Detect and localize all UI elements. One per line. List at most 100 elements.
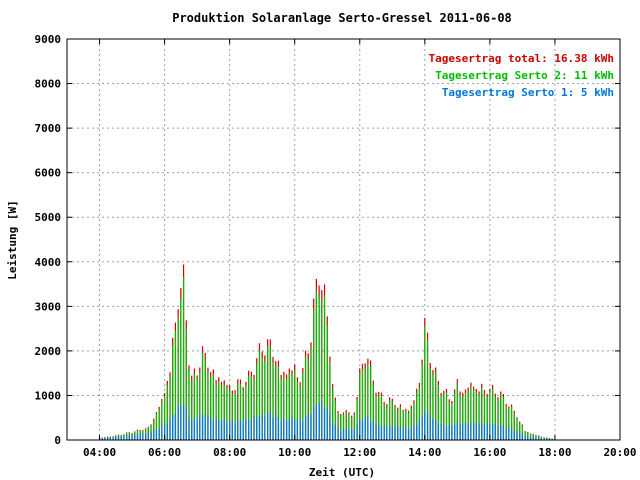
bar-serto2 [199, 372, 201, 440]
bar-serto1 [451, 425, 453, 440]
bar-serto2 [502, 397, 505, 440]
bar-serto2 [242, 390, 244, 440]
bar-serto1 [388, 425, 391, 440]
bar-serto2 [470, 386, 472, 440]
bar-serto2 [459, 394, 461, 440]
bar-serto2 [226, 388, 228, 440]
bar-serto2 [359, 373, 361, 440]
x-tick-label: 08:00 [213, 446, 246, 459]
bar-serto1 [283, 418, 285, 440]
bar-serto2 [383, 404, 385, 440]
y-tick-label: 9000 [35, 33, 62, 46]
y-tick-label: 0 [54, 434, 61, 447]
bar-serto2 [505, 406, 507, 440]
bar-serto2 [456, 383, 458, 440]
bar-serto1 [369, 421, 372, 440]
bar-serto2 [239, 383, 242, 440]
bar-serto1 [304, 416, 307, 440]
bar-serto1 [210, 417, 212, 440]
bar-serto2 [182, 276, 185, 440]
bar-serto1 [380, 424, 383, 440]
bar-serto1 [500, 425, 502, 440]
bar-serto1 [508, 427, 510, 440]
bar-serto1 [126, 434, 128, 440]
x-tick-label: 06:00 [148, 446, 181, 459]
bar-serto2 [413, 403, 415, 440]
bar-serto2 [169, 377, 171, 440]
bar-serto1 [313, 406, 315, 440]
bar-serto1 [337, 427, 339, 440]
bar-serto2 [193, 373, 196, 440]
bar-serto1 [454, 424, 456, 440]
bar-serto1 [201, 414, 204, 440]
bar-serto1 [421, 415, 423, 440]
bar-serto1 [193, 417, 196, 440]
bar-serto2 [248, 375, 250, 440]
bar-serto2 [424, 326, 426, 440]
bar-serto2 [386, 406, 388, 440]
bar-serto1 [462, 424, 464, 440]
bar-serto1 [323, 407, 326, 440]
bar-serto1 [524, 435, 526, 440]
bar-serto2 [177, 318, 179, 440]
bar-serto1 [334, 425, 336, 440]
bar-serto1 [315, 404, 318, 440]
bar-serto1 [448, 424, 450, 440]
bar-serto2 [375, 395, 377, 440]
bar-serto1 [107, 437, 109, 440]
bar-serto1 [291, 417, 293, 440]
bar-serto1 [120, 436, 122, 440]
bar-serto1 [161, 425, 163, 440]
bar-serto1 [123, 435, 125, 440]
bar-serto1 [535, 437, 537, 440]
bar-serto2 [462, 396, 464, 440]
bar-serto1 [239, 420, 242, 440]
bar-serto1 [266, 412, 269, 440]
bar-serto1 [220, 420, 223, 440]
y-tick-label: 6000 [35, 167, 62, 180]
bar-serto1 [529, 436, 532, 440]
bar-serto1 [177, 405, 179, 440]
bar-serto1 [101, 437, 103, 440]
bar-serto2 [500, 394, 502, 440]
legend-entry-serto2: Tagesertrag Serto 2: 11 kWh [435, 69, 614, 82]
bar-serto1 [429, 417, 431, 440]
bar-serto1 [115, 436, 117, 440]
bar-serto1 [383, 425, 385, 440]
bar-serto2 [451, 403, 453, 440]
bar-serto2 [313, 308, 315, 440]
bar-serto2 [407, 412, 410, 440]
bar-serto1 [134, 434, 136, 440]
bar-serto1 [532, 436, 534, 440]
bar-serto1 [543, 438, 545, 440]
bar-serto2 [180, 298, 182, 440]
bar-serto2 [508, 408, 510, 440]
x-tick-label: 20:00 [603, 446, 636, 459]
bar-serto1 [551, 438, 553, 440]
bar-serto1 [163, 423, 166, 440]
bar-serto2 [405, 410, 407, 440]
bar-serto1 [234, 423, 236, 440]
bar-serto2 [432, 374, 434, 440]
bar-serto2 [158, 409, 160, 440]
bar-serto2 [369, 366, 372, 440]
bar-serto2 [323, 295, 326, 440]
bar-serto1 [272, 417, 274, 440]
bar-serto2 [519, 422, 521, 440]
bar-serto2 [304, 356, 307, 440]
bar-serto1 [527, 436, 529, 440]
bar-serto2 [261, 357, 263, 440]
bar-serto1 [256, 417, 258, 440]
bar-serto1 [150, 432, 152, 440]
bar-serto2 [218, 381, 220, 440]
bar-serto1 [378, 426, 380, 440]
bar-serto1 [548, 438, 551, 440]
bar-series [98, 264, 556, 440]
bar-serto2 [250, 376, 252, 440]
bar-serto1 [155, 428, 158, 440]
bar-serto1 [172, 415, 174, 440]
bar-serto2 [356, 399, 358, 440]
bar-serto2 [277, 366, 280, 440]
bar-serto1 [516, 430, 518, 440]
bar-serto1 [361, 420, 364, 440]
